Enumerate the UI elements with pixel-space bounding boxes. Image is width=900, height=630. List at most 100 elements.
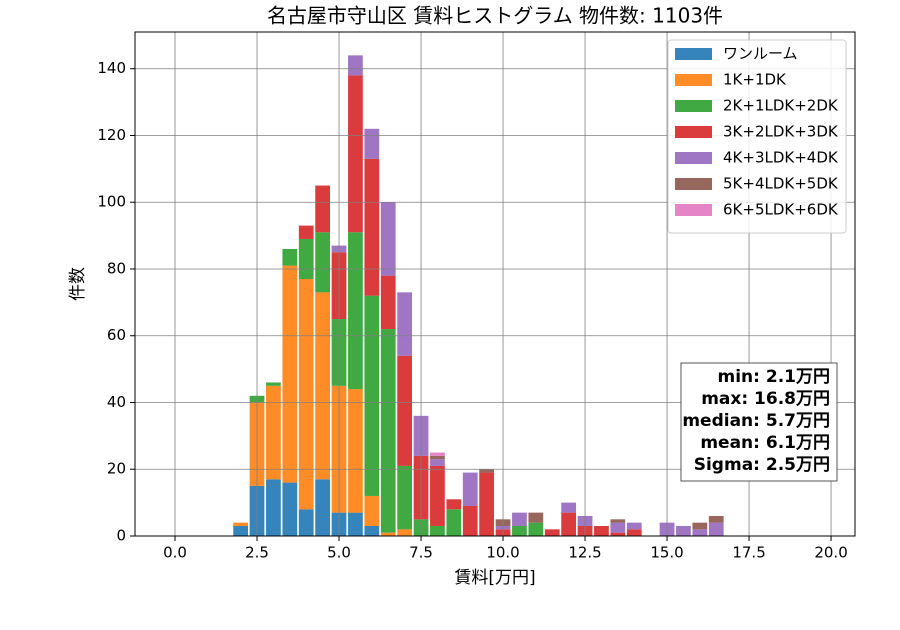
bar <box>430 465 445 526</box>
bar <box>626 529 642 536</box>
bar <box>298 509 314 536</box>
bar <box>708 522 724 536</box>
bar <box>462 505 478 536</box>
x-tick-label: 7.5 <box>409 544 433 562</box>
y-tick-label: 0 <box>116 527 126 545</box>
bar <box>512 525 527 536</box>
bar <box>380 532 396 536</box>
bar <box>708 515 724 523</box>
bar <box>512 512 527 526</box>
bar <box>446 509 462 536</box>
legend-label: 5K+4LDK+5DK <box>723 175 839 193</box>
bar <box>364 525 380 536</box>
y-tick-label: 120 <box>97 126 126 144</box>
bar <box>348 512 363 536</box>
bar <box>298 238 314 279</box>
bar <box>348 55 363 76</box>
y-tick-label: 140 <box>97 59 126 77</box>
x-tick-label: 2.5 <box>245 544 269 562</box>
bar <box>676 525 691 536</box>
legend-swatch <box>675 178 712 190</box>
bar <box>692 529 708 536</box>
bar <box>397 292 413 356</box>
bar <box>561 502 577 513</box>
bar <box>380 202 396 276</box>
legend-swatch <box>675 100 712 112</box>
legend-label: ワンルーム <box>723 45 798 63</box>
stats-box <box>680 362 838 482</box>
bar <box>397 465 413 530</box>
bar <box>610 522 626 533</box>
legend-swatch <box>675 204 712 216</box>
bar <box>364 295 380 496</box>
plot-frame <box>134 31 856 537</box>
stats-line: max: 16.8万円 <box>701 389 830 409</box>
y-tick-label: 40 <box>107 393 126 411</box>
bar <box>348 232 363 390</box>
chart-title: 名古屋市守山区 賃料ヒストグラム 物件数: 1103件 <box>267 4 723 28</box>
y-axis-label: 件数 <box>68 267 88 301</box>
bar <box>380 329 396 533</box>
x-axis-label: 賃料[万円] <box>454 568 535 588</box>
legend-label: 6K+5LDK+6DK <box>723 201 839 219</box>
stats-line: min: 2.1万円 <box>718 367 830 387</box>
y-tick-label: 100 <box>97 193 126 211</box>
bar <box>364 128 380 159</box>
bar <box>528 522 544 536</box>
stats-line: median: 5.7万円 <box>682 411 830 431</box>
bar <box>594 525 609 536</box>
y-tick-label: 80 <box>107 259 126 277</box>
bar <box>479 469 495 473</box>
legend-swatch <box>675 48 712 60</box>
bar <box>233 522 249 526</box>
x-tick-label: 17.5 <box>732 544 765 562</box>
legend-label: 3K+2LDK+3DK <box>723 123 839 141</box>
bar <box>561 512 577 536</box>
bar <box>282 265 298 483</box>
bar <box>364 495 380 526</box>
legend-swatch <box>675 74 712 86</box>
bar <box>348 75 363 233</box>
x-tick-label: 12.5 <box>568 544 601 562</box>
bar <box>298 278 314 510</box>
bar <box>315 232 331 293</box>
bar <box>348 389 363 513</box>
x-tick-label: 0.0 <box>163 544 187 562</box>
bar <box>380 275 396 330</box>
legend-swatch <box>675 126 712 138</box>
bar <box>233 525 249 536</box>
stats-line: Sigma: 2.5万円 <box>694 455 830 475</box>
y-tick-label: 60 <box>107 326 126 344</box>
bar <box>692 522 708 530</box>
bar <box>315 479 331 536</box>
bar <box>315 292 331 480</box>
bar <box>266 479 281 536</box>
bar <box>610 519 626 523</box>
legend-label: 2K+1LDK+2DK <box>723 97 839 115</box>
bar <box>315 185 331 233</box>
bar <box>298 225 314 239</box>
bar <box>610 532 626 536</box>
bar <box>544 529 560 536</box>
bar <box>430 452 445 456</box>
legend-label: 4K+3LDK+4DK <box>723 149 839 167</box>
bar <box>282 482 298 536</box>
bar <box>282 248 298 266</box>
bar <box>430 525 445 536</box>
x-tick-label: 10.0 <box>486 544 519 562</box>
y-tick-label: 20 <box>107 460 126 478</box>
bar <box>479 472 495 536</box>
bar <box>446 499 462 510</box>
bar <box>626 522 642 530</box>
x-tick-label: 5.0 <box>327 544 351 562</box>
bar <box>462 472 478 506</box>
bar <box>430 459 445 466</box>
bar <box>397 529 413 536</box>
bar <box>397 355 413 466</box>
legend-box <box>667 39 847 234</box>
bar <box>266 382 281 386</box>
legend-label: 1K+1DK <box>723 71 787 89</box>
bar <box>266 385 281 480</box>
bar <box>528 512 544 523</box>
